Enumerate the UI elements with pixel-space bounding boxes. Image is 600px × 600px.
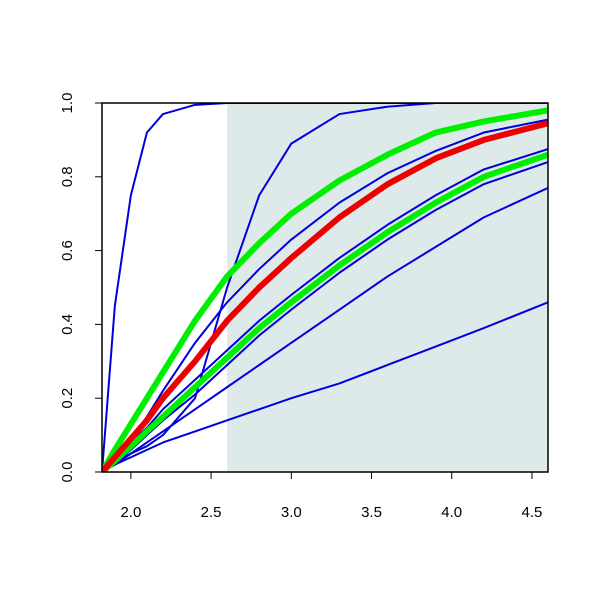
curve: [102, 186, 548, 472]
curve: [102, 151, 548, 472]
x-tick-label: 3.0: [281, 504, 302, 521]
shaded-region: [227, 103, 548, 472]
curve: [102, 120, 548, 472]
curve: [102, 103, 548, 472]
curve: [102, 107, 548, 472]
y-tick-label: 0.4: [59, 314, 76, 335]
shade-layer: [227, 103, 548, 472]
y-tick-label: 0.6: [59, 240, 76, 261]
plot-box: [101, 102, 549, 473]
x-tick-label: 2.5: [201, 504, 222, 521]
y-tick-label: 0.2: [59, 388, 76, 409]
y-tick-label: 0.8: [59, 166, 76, 187]
curve: [102, 301, 548, 472]
x-tick-label: 4.0: [441, 504, 462, 521]
x-tick-label: 4.5: [522, 504, 543, 521]
y-tick-label: 0.0: [59, 462, 76, 483]
axes-layer: 2.0 2.5 3.0 3.5 4.0 4.5 0.0 0.2 0.4 0.6 0.8 1.0: [59, 93, 542, 521]
y-tick-label: 1.0: [59, 93, 76, 114]
x-tick-label: 2.0: [120, 504, 141, 521]
x-tick-label: 3.5: [361, 504, 382, 521]
